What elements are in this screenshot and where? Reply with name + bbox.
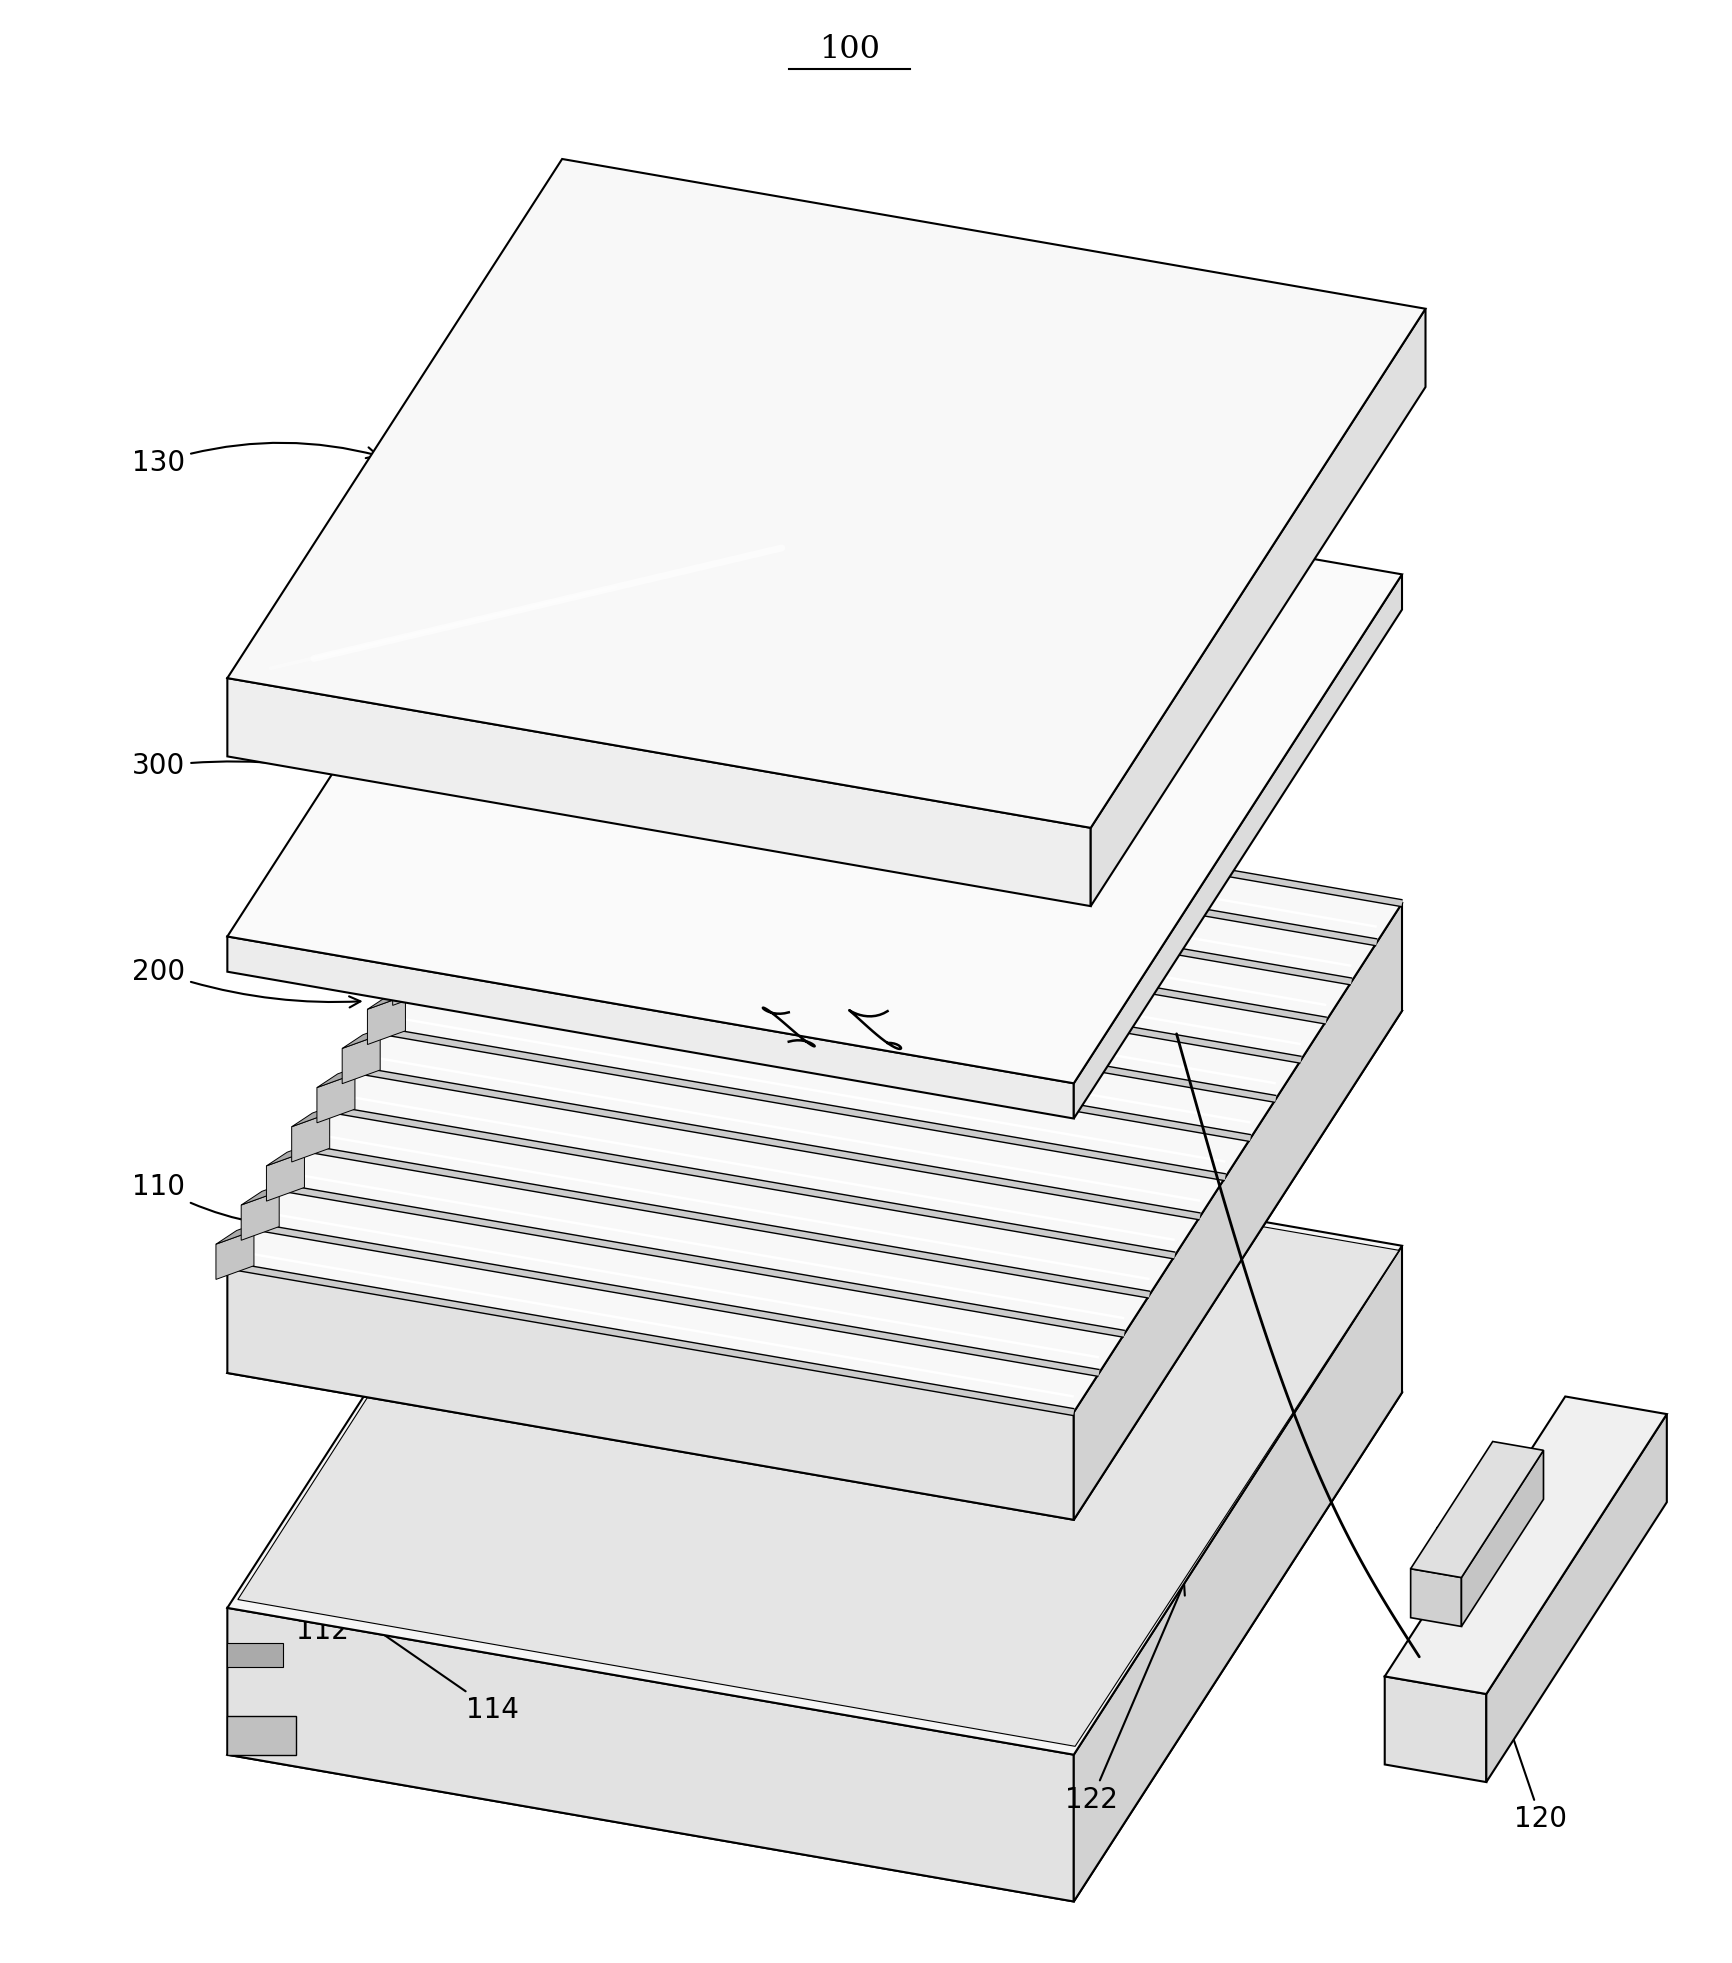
Text: 124: 124 — [1432, 1512, 1484, 1553]
Polygon shape — [216, 1217, 274, 1245]
Polygon shape — [291, 1099, 350, 1127]
Polygon shape — [241, 1192, 279, 1241]
Polygon shape — [227, 864, 1401, 1519]
Polygon shape — [216, 1231, 255, 1280]
Polygon shape — [227, 1099, 1401, 1755]
Text: 200: 200 — [132, 958, 360, 1007]
Text: 114: 114 — [334, 1602, 518, 1724]
Text: 110: 110 — [132, 1174, 326, 1233]
Polygon shape — [317, 1060, 376, 1088]
Polygon shape — [227, 1247, 1401, 1902]
Text: 120: 120 — [1502, 1710, 1566, 1833]
Polygon shape — [1486, 1413, 1666, 1782]
Polygon shape — [1074, 575, 1401, 1119]
Polygon shape — [468, 824, 527, 852]
Polygon shape — [494, 799, 532, 848]
Polygon shape — [227, 1608, 1074, 1902]
Polygon shape — [241, 1178, 300, 1205]
Polygon shape — [227, 677, 1089, 907]
Polygon shape — [341, 1021, 400, 1048]
Polygon shape — [518, 748, 577, 773]
Polygon shape — [494, 785, 553, 813]
Polygon shape — [267, 1152, 305, 1201]
Polygon shape — [341, 1035, 379, 1084]
Polygon shape — [443, 864, 502, 891]
Polygon shape — [544, 722, 582, 771]
Text: 122: 122 — [1065, 1584, 1185, 1814]
Text: 112: 112 — [296, 1512, 350, 1645]
Polygon shape — [227, 1643, 282, 1667]
Polygon shape — [227, 756, 1401, 1411]
Polygon shape — [518, 762, 556, 809]
Text: 100: 100 — [818, 35, 880, 65]
Polygon shape — [227, 428, 1401, 1084]
Polygon shape — [1074, 903, 1401, 1519]
Polygon shape — [267, 1139, 326, 1166]
Polygon shape — [393, 956, 431, 1005]
Polygon shape — [1089, 308, 1425, 907]
Polygon shape — [443, 877, 481, 927]
Polygon shape — [1460, 1451, 1543, 1627]
Polygon shape — [367, 995, 405, 1044]
Polygon shape — [468, 838, 506, 887]
Polygon shape — [227, 159, 1425, 828]
Polygon shape — [544, 709, 603, 736]
Polygon shape — [227, 1266, 1074, 1519]
Text: 130: 130 — [132, 444, 378, 477]
Polygon shape — [317, 1074, 355, 1123]
Polygon shape — [237, 1103, 1398, 1747]
Polygon shape — [227, 936, 1074, 1119]
Polygon shape — [1410, 1568, 1460, 1627]
Polygon shape — [367, 982, 426, 1009]
Polygon shape — [1384, 1396, 1666, 1694]
Polygon shape — [291, 1113, 329, 1162]
Polygon shape — [417, 903, 476, 930]
Polygon shape — [1384, 1676, 1486, 1782]
Polygon shape — [1074, 1247, 1401, 1902]
Polygon shape — [227, 1716, 296, 1755]
Polygon shape — [1410, 1441, 1543, 1578]
Polygon shape — [417, 917, 456, 966]
Polygon shape — [393, 942, 450, 970]
Text: 300: 300 — [132, 752, 378, 783]
